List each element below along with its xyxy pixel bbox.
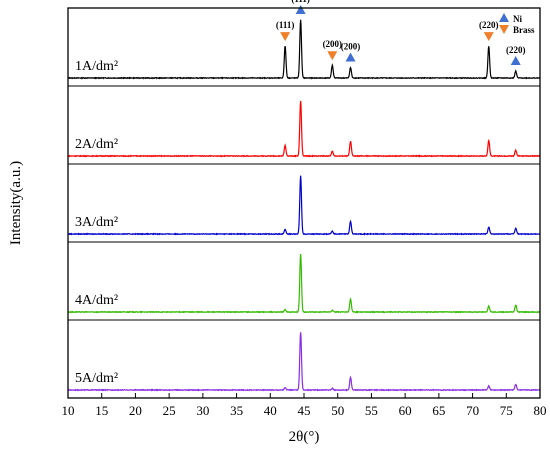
series-line-2 (67, 100, 541, 158)
plot-area: 1A/dm² 2A/dm² 3A/dm² 4A/dm² 5A/dm² (111) (111)… (67, 0, 541, 392)
y-axis-title: Intensity(a.u.) (8, 161, 24, 245)
series-label-3: 3A/dm² (75, 215, 118, 230)
brass-marker-icon (280, 32, 291, 42)
series-line-4 (67, 253, 541, 314)
ni-marker-icon (510, 56, 521, 66)
ni-marker-icon (345, 52, 356, 62)
legend-brass-icon (499, 25, 509, 34)
series-label-4: 4A/dm² (75, 293, 118, 308)
plot-frame (67, 7, 541, 399)
x-tick-label: 10 (62, 403, 75, 418)
peak-label: (220) (479, 20, 499, 30)
series-label-5: 5A/dm² (75, 371, 118, 386)
x-tick-label: 40 (264, 403, 277, 418)
x-tick-label: 25 (163, 403, 176, 418)
brass-marker-icon (327, 51, 338, 61)
legend-ni-icon (499, 13, 509, 22)
x-tick-label: 80 (534, 403, 547, 418)
series-label-2: 2A/dm² (75, 137, 118, 152)
x-tick-label: 55 (365, 403, 378, 418)
peak-label: (200) (341, 42, 361, 52)
series-line-5 (67, 332, 541, 392)
x-tick-label: 15 (95, 403, 108, 418)
peak-label: (200) (323, 39, 343, 49)
x-tick-label: 60 (399, 403, 412, 418)
x-tick-label: 30 (196, 403, 209, 418)
series-line-3 (67, 175, 541, 236)
x-axis-title: 2θ(°) (289, 429, 320, 445)
peak-label: (111) (276, 20, 295, 30)
brass-marker-icon (483, 32, 494, 42)
x-tick-label: 75 (500, 403, 513, 418)
peak-label: (220) (506, 45, 526, 55)
series-line-1 (67, 19, 541, 80)
x-tick-label: 50 (331, 403, 344, 418)
peak-label: (111) (291, 0, 310, 4)
legend-label: Ni (513, 14, 522, 24)
x-tick-label: 20 (129, 403, 142, 418)
x-tick-label: 35 (230, 403, 243, 418)
series-label-1: 1A/dm² (75, 59, 118, 74)
axes: 10 15 20 25 30 35 40 45 50 55 60 65 70 75 80 (62, 7, 547, 418)
x-tick-label: 65 (432, 403, 445, 418)
ni-marker-icon (295, 5, 306, 14)
legend-label: Brass (513, 25, 535, 35)
x-tick-label: 45 (298, 403, 311, 418)
x-tick-label: 70 (466, 403, 479, 418)
